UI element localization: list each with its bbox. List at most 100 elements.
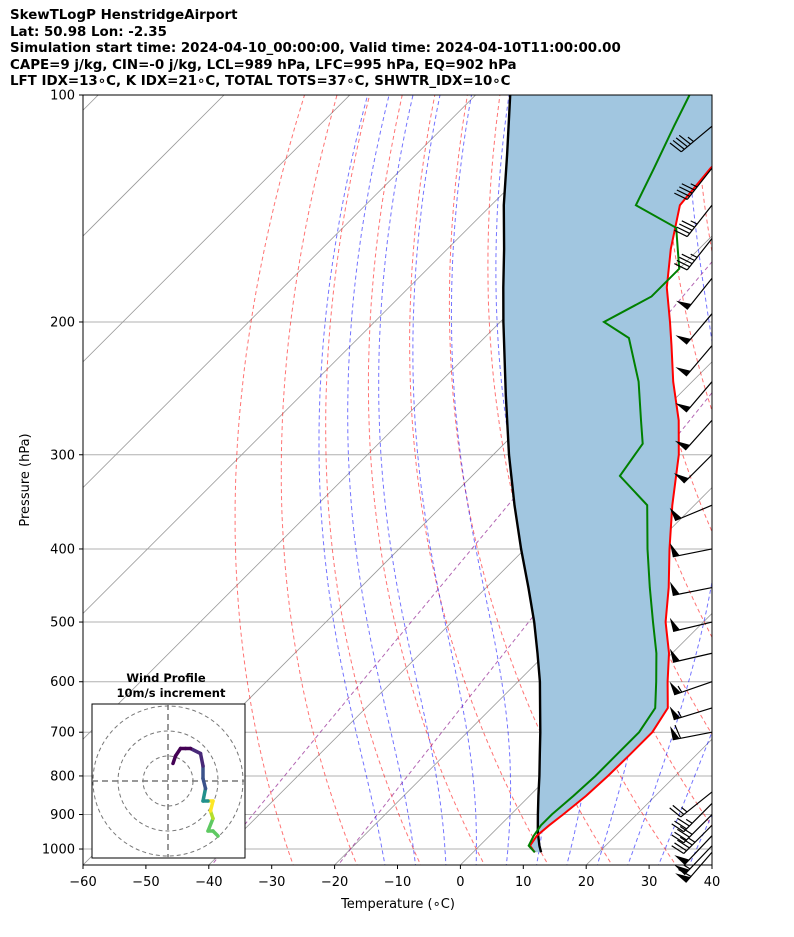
barb-flag [670,726,680,740]
wind-barb [675,313,713,345]
barb-half [687,136,694,143]
dry-adiabat-line [367,95,486,865]
barb-full [674,229,688,238]
barb-flag [669,706,681,720]
barb-half [685,818,693,824]
barb-staff [683,802,713,833]
isotherm-line [334,487,712,865]
barb-half [677,685,683,693]
wind-barb [669,681,713,696]
barb-staff [672,731,713,741]
wind-barbs [669,125,713,883]
barb-staff [683,814,713,844]
barb-full [671,823,685,833]
wind-barb [674,238,713,271]
axes: −60 −50 −40 −30 −20 −10 0 10 20 30 40 1000 900 800 700… [42,89,720,891]
hodograph-segment [206,816,215,833]
indices-line-2: LFT IDX=13∘C, K IDX=21∘C, TOTAL TOTS=37∘… [10,74,511,89]
wind-barb [669,617,713,632]
barb-full [674,842,687,852]
moist-adiabat-line [688,813,712,865]
wind-barb [671,814,713,844]
barb-full [675,137,688,148]
x-tick-label: −60 [69,875,96,890]
y-tick-label: 600 [50,675,75,690]
barb-flag [675,335,691,345]
barb-staff [683,824,713,854]
barb-full [676,189,690,197]
moist-adiabat-line [347,95,417,865]
dry-adiabat-line [448,95,613,865]
barb-flag [669,648,680,663]
barb-full [679,256,693,265]
time-line: Simulation start time: 2024-04-10_00:00:… [10,41,621,56]
location-line: Lat: 50.98 Lon: -2.35 [10,24,167,40]
x-tick-label: 40 [704,875,721,890]
barb-flag [669,507,682,521]
barb-flag [674,865,690,875]
chart-title-block: SkewTLogP HenstridgeAirport Lat: 50.98 L… [10,8,621,91]
x-tick-label: −40 [195,875,222,890]
wind-barb [675,381,713,413]
barb-flag [674,440,690,451]
barb-flag [674,855,690,865]
hodograph-subtitle: 10m/s increment [117,686,226,700]
barb-full [669,142,682,153]
barb-full [674,724,682,739]
wind-barb [669,706,713,721]
x-tick-label: −30 [258,875,285,890]
moist-adiabat-line [627,95,712,865]
wind-barb [669,648,713,663]
barb-staff [686,238,713,271]
moist-adiabat-line [657,730,712,865]
barb-flag [675,873,691,883]
y-tick-label: 200 [50,315,75,330]
dry-adiabat-line [694,95,712,255]
isotherm-line [83,95,225,237]
wind-barb [669,125,713,153]
wind-barb [674,167,713,201]
wind-barb [670,724,713,741]
parcel-line [502,95,543,853]
x-tick-label: 10 [515,875,532,890]
dry-adiabat-line [728,95,794,868]
isotherm-line [83,95,477,489]
barb-full [671,845,685,855]
x-tick-label: 0 [456,875,464,890]
dry-adiabat-line [325,95,422,865]
barb-full [679,186,693,194]
moist-adiabat-line [412,95,477,865]
x-tick-label: −50 [132,875,159,890]
hodograph-title: Wind Profile [126,671,206,685]
moist-adiabat-line [318,95,386,865]
isotherm-line [711,864,712,865]
wind-barb [669,791,713,818]
y-tick-label: 800 [50,769,75,784]
wind-barb [673,454,713,484]
temperature-line [528,165,712,853]
barb-staff [683,845,713,876]
barb-full [677,817,690,827]
x-tick-label: 20 [578,875,595,890]
x-tick-label: −10 [384,875,411,890]
barb-full [677,839,690,849]
y-tick-label: 700 [50,726,75,741]
barb-half [690,183,698,188]
barb-full [671,834,685,844]
dry-adiabat-line [280,95,358,865]
barb-flag [669,681,681,695]
barb-half [677,710,682,718]
wind-barb [675,345,713,377]
barb-full [672,139,685,150]
barb-staff [686,204,713,237]
barb-staff [673,707,713,721]
barb-staff [684,835,713,866]
mixing-ratio-line [211,260,712,865]
moist-adiabat-line [450,95,512,865]
y-tick-label: 500 [50,616,75,631]
cape-area [503,95,712,853]
x-tick-label: 30 [641,875,658,890]
y-tick-label: 300 [50,448,75,463]
barb-full [679,826,693,835]
